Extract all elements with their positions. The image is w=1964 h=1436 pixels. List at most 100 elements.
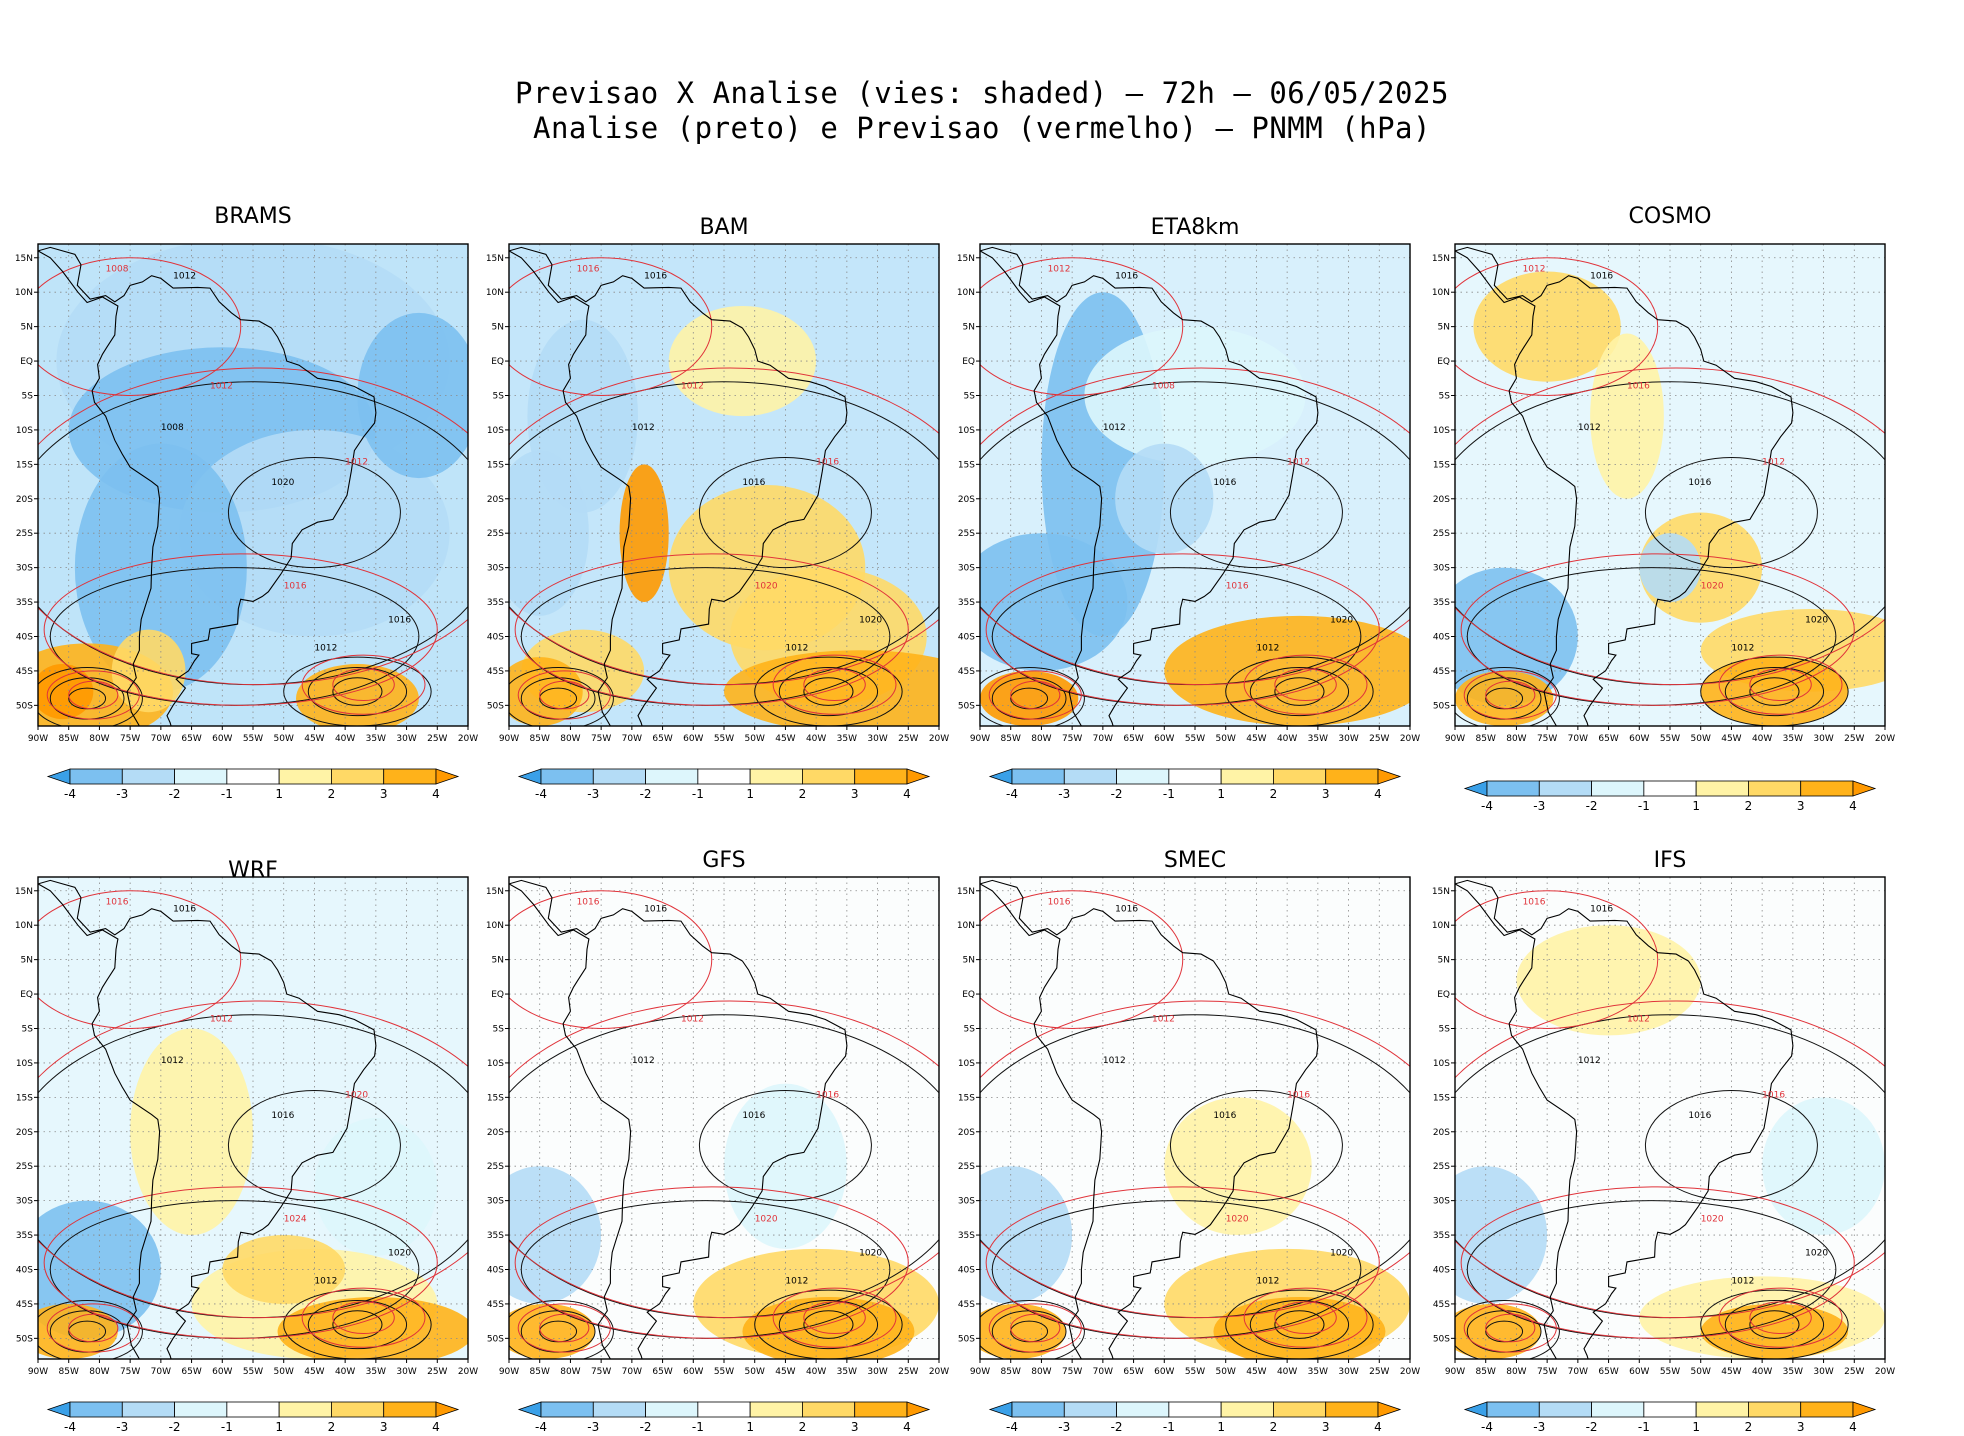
lon-tick-label: 30W: [1813, 734, 1833, 744]
lat-tick-label: 5N: [492, 323, 504, 333]
map-panel-wrf: 10161012102010161012101610121024102015N1…: [15, 876, 478, 1434]
lon-tick-label: 70W: [622, 734, 642, 744]
lon-tick-label: 60W: [683, 734, 703, 744]
lon-tick-label: 80W: [89, 734, 109, 744]
forecast-isobar-label: 1020: [755, 581, 778, 591]
analysis-isobar: [283, 656, 432, 726]
lon-tick-label: 35W: [837, 1367, 857, 1377]
lat-tick-label: 15S: [487, 460, 504, 470]
colorbar-segment: [1591, 780, 1645, 797]
colorbar-segment: [1748, 780, 1802, 797]
colorbar-segment: [854, 768, 908, 785]
analysis-isobar-label: 1016: [1115, 271, 1138, 281]
colorbar-label: 4: [903, 787, 911, 801]
lat-tick-label: 5N: [21, 323, 33, 333]
colorbar-segment: [1695, 1401, 1749, 1418]
lat-tick-label: 15S: [1433, 460, 1450, 470]
analysis-isobar-label: 1016: [644, 904, 667, 914]
colorbar-segment: [1011, 768, 1065, 785]
colorbar-segment: [1325, 768, 1379, 785]
colorbar-label: -3: [1058, 1420, 1070, 1434]
analysis-isobar: [980, 1299, 1085, 1359]
lon-tick-label: 65W: [652, 1367, 672, 1377]
forecast-isobar: [68, 1313, 119, 1343]
colorbar-label: -4: [1481, 799, 1493, 813]
analysis-isobar-label: 1020: [1805, 616, 1828, 626]
lat-tick-label: 40S: [1433, 632, 1450, 642]
colorbar-segment: [1852, 1401, 1877, 1418]
lat-tick-label: 40S: [958, 1265, 975, 1275]
lon-tick-label: 25W: [427, 1367, 447, 1377]
lat-tick-label: 10S: [1433, 1059, 1450, 1069]
lon-tick-label: 30W: [1338, 1367, 1358, 1377]
lon-tick-label: 25W: [1844, 1367, 1864, 1377]
colorbar-label: -2: [1111, 787, 1123, 801]
colorbar-segment: [1538, 1401, 1592, 1418]
lon-tick-label: 70W: [1093, 1367, 1113, 1377]
lat-tick-label: 5S: [964, 1024, 976, 1034]
lat-tick-label: 40S: [487, 632, 504, 642]
analysis-isobar: [307, 1299, 408, 1350]
lat-tick-label: EQ: [1437, 357, 1450, 367]
forecast-isobar-label: 1016: [816, 457, 839, 467]
lon-tick-label: 75W: [1062, 1367, 1082, 1377]
lat-tick-label: 15N: [486, 254, 504, 264]
colorbar: -4 -3 -2 -1 1 2 3 4: [1463, 780, 1877, 813]
analysis-isobar: [1724, 666, 1825, 717]
lon-tick-label: 75W: [1537, 734, 1557, 744]
colorbar-label: 4: [1849, 799, 1857, 813]
colorbar-label: 3: [380, 1420, 388, 1434]
colorbar-label: -4: [64, 787, 76, 801]
lon-tick-label: 50W: [745, 734, 765, 744]
colorbar-segment: [1800, 1401, 1854, 1418]
analysis-isobar-label: 1012: [1731, 1276, 1754, 1286]
forecast-isobar-label: 1012: [1523, 265, 1546, 275]
lat-tick-label: 15N: [957, 254, 975, 264]
colorbar-segment: [1168, 768, 1222, 785]
analysis-isobar-label: 1012: [632, 423, 655, 433]
analysis-isobar-label: 1012: [314, 643, 337, 653]
map-panel-ifs: 10161012102010161012101610121020101615N1…: [1432, 876, 1895, 1434]
forecast-isobar-label: 1016: [1627, 382, 1650, 392]
bias-shade: [130, 1028, 253, 1236]
lat-tick-label: 50S: [958, 1334, 975, 1344]
analysis-isobar: [1644, 1089, 1818, 1202]
forecast-isobar: [514, 553, 909, 706]
lat-tick-label: EQ: [20, 990, 33, 1000]
lat-tick-label: 15N: [486, 887, 504, 897]
analysis-isobar: [1249, 1299, 1350, 1350]
colorbar-segment: [988, 768, 1013, 785]
lat-tick-label: EQ: [491, 990, 504, 1000]
forecast-isobar: [1485, 680, 1536, 710]
analysis-isobar: [1249, 666, 1350, 717]
bias-shade: [1164, 615, 1410, 726]
lat-tick-label: 30S: [958, 1197, 975, 1207]
lon-tick-label: 75W: [120, 734, 140, 744]
colorbar-segment: [988, 1401, 1013, 1418]
analysis-isobar-label: 1016: [742, 1111, 765, 1121]
lon-tick-label: 75W: [591, 1367, 611, 1377]
lon-tick-label: 35W: [837, 734, 857, 744]
lon-tick-label: 65W: [1598, 734, 1618, 744]
forecast-isobar-label: 1012: [681, 1015, 704, 1025]
colorbar-segment: [435, 768, 460, 785]
colorbar-label: 3: [1797, 1420, 1805, 1434]
analysis-isobar: [307, 666, 408, 717]
colorbar-segment: [906, 768, 931, 785]
forecast-isobar: [1718, 654, 1843, 715]
forecast-isobar-label: 1012: [1152, 1015, 1175, 1025]
lat-tick-label: 35S: [487, 1231, 504, 1241]
lon-tick-label: 80W: [1031, 1367, 1051, 1377]
forecast-isobar: [43, 553, 438, 706]
lon-tick-label: 80W: [1506, 734, 1526, 744]
lon-tick-label: 55W: [243, 1367, 263, 1377]
analysis-isobar: [38, 666, 143, 726]
lon-tick-label: 35W: [366, 1367, 386, 1377]
lon-tick-label: 70W: [151, 1367, 171, 1377]
forecast-isobar: [1010, 1313, 1061, 1343]
colorbar-segment: [906, 1401, 931, 1418]
colorbar-segment: [517, 1401, 542, 1418]
forecast-isobar-label: 1012: [345, 457, 368, 467]
colorbar-label: -3: [587, 1420, 599, 1434]
lat-tick-label: 35S: [487, 598, 504, 608]
